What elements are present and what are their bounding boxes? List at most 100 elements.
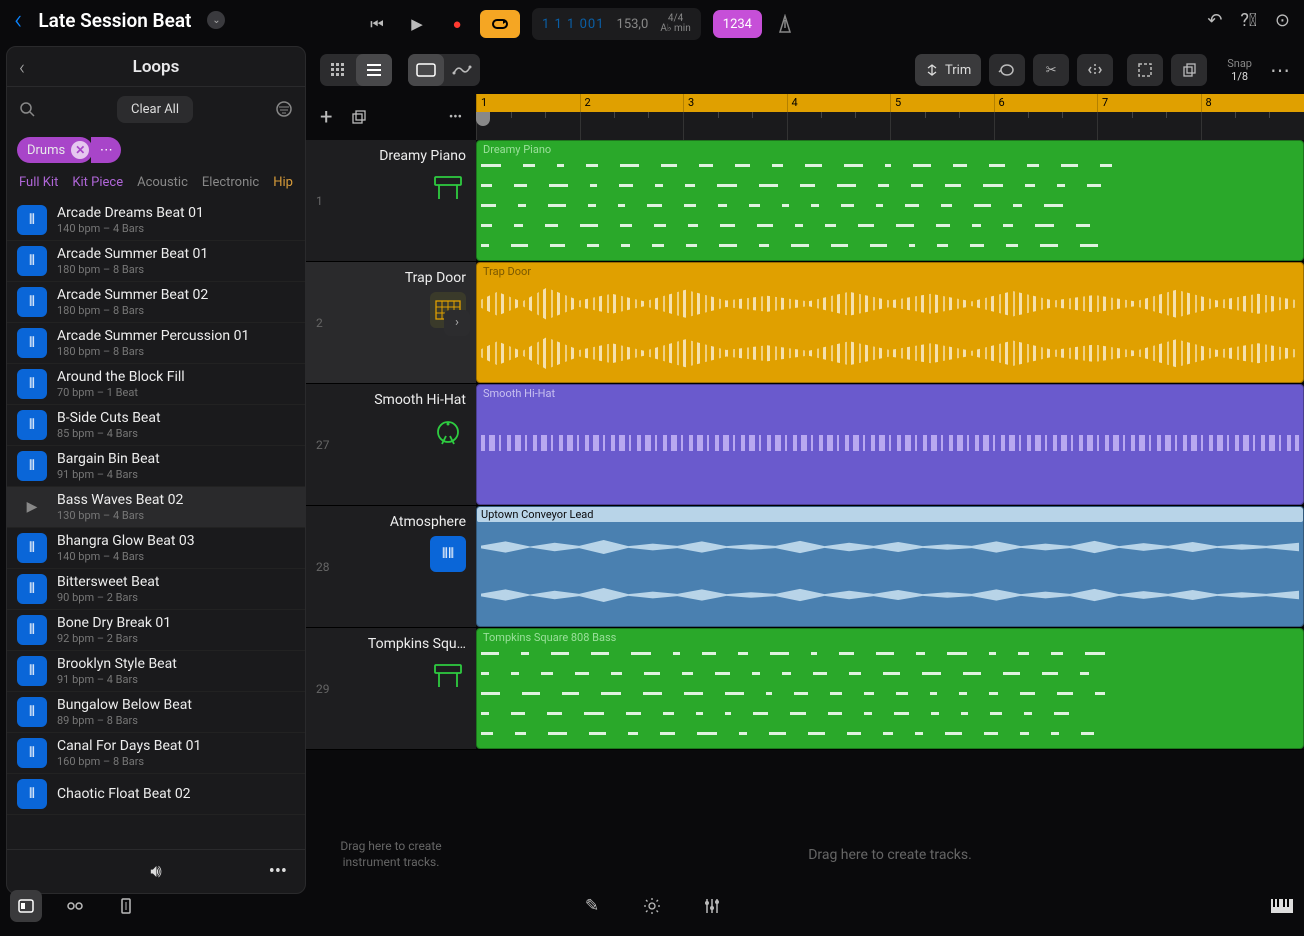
bottom-dock: ✎ (10, 886, 1294, 926)
track-instrument-icon[interactable] (430, 658, 466, 694)
filter-tab[interactable]: Kit Piece (72, 175, 123, 190)
more-icon[interactable]: ⊙ (1275, 10, 1290, 31)
tag-remove-icon[interactable]: ✕ (71, 141, 89, 159)
ruler-bar[interactable]: 2 (580, 94, 684, 112)
transport-controls: ⏮ ▶ ● 1 1 1 001 153,0 4/4 A♭ min 1234 (360, 8, 794, 40)
loop-item[interactable]: ⦀ Arcade Summer Percussion 01 180 bpm – … (7, 323, 305, 364)
ruler-bar[interactable]: 4 (787, 94, 891, 112)
automation-view-icon[interactable] (444, 54, 480, 86)
filter-tab[interactable]: Electronic (202, 175, 259, 190)
project-title[interactable]: Late Session Beat (38, 9, 191, 32)
region-view-icon[interactable] (408, 54, 444, 86)
region[interactable]: Trap Door (476, 262, 1304, 383)
region[interactable]: Dreamy Piano (476, 140, 1304, 261)
sliders-icon[interactable] (696, 890, 728, 922)
loops-back-icon[interactable]: ‹ (19, 55, 25, 79)
marquee-icon[interactable] (1127, 54, 1163, 86)
play-button[interactable]: ▶ (400, 10, 434, 38)
arrange-more-icon[interactable]: ⋯ (1270, 58, 1290, 82)
loop-item[interactable]: ⦀ Brooklyn Style Beat 91 bpm – 4 Bars (7, 651, 305, 692)
loop-item[interactable]: ⦀ Bittersweet Beat 90 bpm – 2 Bars (7, 569, 305, 610)
track-expand-icon[interactable]: › (444, 310, 470, 336)
copy-icon[interactable] (1171, 54, 1207, 86)
loop-item[interactable]: ⦀ Bone Dry Break 01 92 bpm – 2 Bars (7, 610, 305, 651)
undo-icon[interactable]: ↶ (1207, 10, 1222, 31)
grid-view-icon[interactable] (320, 54, 356, 86)
add-track-icon[interactable]: + (320, 105, 332, 130)
cycle-button[interactable] (480, 10, 520, 38)
ruler-bar[interactable]: 3 (683, 94, 787, 112)
loop-item[interactable]: ⦀ Bungalow Below Beat 89 bpm – 8 Bars (7, 692, 305, 733)
top-bar: ‹ Late Session Beat ⌄ ⏮ ▶ ● 1 1 1 001 15… (0, 0, 1304, 40)
project-dropdown-icon[interactable]: ⌄ (207, 11, 225, 29)
lcd-display[interactable]: 1 1 1 001 153,0 4/4 A♭ min (532, 8, 701, 40)
ruler-bar[interactable]: 5 (890, 94, 994, 112)
loop-item[interactable]: ▶ Bass Waves Beat 02 130 bpm – 4 Bars (7, 487, 305, 528)
record-button[interactable]: ● (440, 10, 474, 38)
ruler-bar[interactable]: 7 (1097, 94, 1201, 112)
ruler-bar[interactable]: 6 (994, 94, 1098, 112)
loop-item[interactable]: ⦀ Chaotic Float Beat 02 (7, 774, 305, 815)
loop-item[interactable]: ⦀ Canal For Days Beat 01 160 bpm – 8 Bar… (7, 733, 305, 774)
filter-tab[interactable]: Hip (273, 175, 293, 190)
region[interactable]: Uptown Conveyor Lead (476, 506, 1304, 627)
ruler[interactable]: 12345678 (476, 94, 1304, 140)
track-header[interactable]: 1 Dreamy Piano (306, 140, 476, 261)
track-header[interactable]: 28 Atmosphere ⦀⦀ (306, 506, 476, 627)
loop-item[interactable]: ⦀ Arcade Summer Beat 01 180 bpm – 8 Bars (7, 241, 305, 282)
filter-tabs[interactable]: Full Kit Kit Piece Acoustic Electronic Hip (7, 169, 305, 200)
loop-icon[interactable] (989, 54, 1025, 86)
snap-display[interactable]: Snap 1/8 (1227, 57, 1252, 83)
track-more-icon[interactable]: ••• (449, 110, 462, 125)
keyboard-icon[interactable] (1270, 898, 1294, 914)
clear-all-button[interactable]: Clear All (117, 96, 193, 123)
scissors-icon[interactable]: ✂ (1033, 54, 1069, 86)
duplicate-track-icon[interactable] (350, 108, 368, 126)
track-instrument-icon[interactable]: ⦀⦀ (430, 536, 466, 572)
loop-item[interactable]: ⦀ Arcade Dreams Beat 01 140 bpm – 4 Bars (7, 200, 305, 241)
track-header[interactable]: 29 Tompkins Squ… (306, 628, 476, 749)
search-icon[interactable] (19, 101, 35, 117)
loops-panel: ‹ Loops Clear All Drums ✕ ⋯ Full KitKit … (6, 46, 306, 894)
loop-meta: 92 bpm – 2 Bars (57, 632, 171, 645)
loop-item[interactable]: ⦀ Bhangra Glow Beat 03 140 bpm – 4 Bars (7, 528, 305, 569)
split-icon[interactable] (1077, 54, 1113, 86)
region[interactable]: Tompkins Square 808 Bass (476, 628, 1304, 749)
filter-icon[interactable] (275, 100, 293, 118)
track-instrument-icon[interactable] (430, 414, 466, 450)
mixer-icon[interactable] (60, 890, 92, 922)
browser-icon[interactable] (10, 890, 42, 922)
volume-icon[interactable]: 🔊︎ (150, 861, 161, 882)
drums-tag[interactable]: Drums ✕ (17, 137, 93, 163)
loop-item[interactable]: ⦀ Bargain Bin Beat 91 bpm – 4 Bars (7, 446, 305, 487)
loop-item[interactable]: ⦀ Around the Block Fill 70 bpm – 1 Beat (7, 364, 305, 405)
track-header[interactable]: 2 Trap Door › (306, 262, 476, 383)
loop-item[interactable]: ⦀ B-Side Cuts Beat 85 bpm – 4 Bars (7, 405, 305, 446)
region[interactable]: Smooth Hi-Hat (476, 384, 1304, 505)
rewind-button[interactable]: ⏮ (360, 10, 394, 38)
track-instrument-icon[interactable] (430, 170, 466, 206)
back-button[interactable]: ‹ (14, 6, 22, 34)
track-row: 27 Smooth Hi-Hat Smooth Hi-Hat (306, 384, 1304, 506)
ruler-bar[interactable]: 1 (476, 94, 580, 112)
filter-tab[interactable]: Full Kit (19, 175, 58, 190)
loop-type-icon: ⦀ (17, 738, 47, 768)
pencil-icon[interactable]: ✎ (576, 890, 608, 922)
trim-button[interactable]: Trim (915, 54, 981, 86)
filter-tab[interactable]: Acoustic (137, 175, 188, 190)
loops-more-icon[interactable]: ••• (269, 861, 287, 882)
playhead[interactable] (476, 112, 490, 126)
count-in-button[interactable]: 1234 (713, 10, 762, 38)
help-icon[interactable]: ?⃝ (1240, 10, 1257, 31)
editor-icon[interactable] (110, 890, 142, 922)
loop-name: Bone Dry Break 01 (57, 615, 171, 632)
brightness-icon[interactable] (636, 890, 668, 922)
metronome-icon[interactable] (776, 14, 794, 34)
tag-more-icon[interactable]: ⋯ (91, 137, 121, 163)
list-view-icon[interactable] (356, 54, 392, 86)
loop-item[interactable]: ⦀ Arcade Summer Beat 02 180 bpm – 8 Bars (7, 282, 305, 323)
loop-list[interactable]: ⦀ Arcade Dreams Beat 01 140 bpm – 4 Bars… (7, 200, 305, 849)
loops-search-row: Clear All (7, 87, 305, 131)
track-header[interactable]: 27 Smooth Hi-Hat (306, 384, 476, 505)
ruler-bar[interactable]: 8 (1201, 94, 1304, 112)
